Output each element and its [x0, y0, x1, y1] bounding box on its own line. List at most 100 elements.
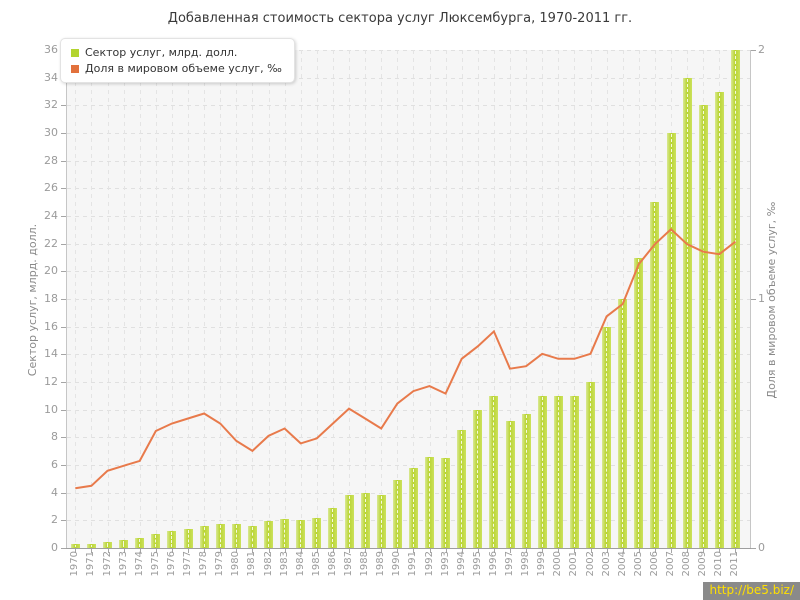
share-line[interactable] — [75, 227, 737, 490]
v-gridline — [574, 50, 576, 548]
y-left-label-12: 12 — [44, 375, 58, 388]
v-gridline — [365, 50, 367, 548]
bar-1981[interactable] — [247, 525, 257, 548]
bar-1983[interactable] — [280, 518, 290, 548]
legend-item-services[interactable]: Сектор услуг, млрд. долл. — [71, 46, 282, 59]
bar-1990[interactable] — [392, 480, 402, 548]
x-tick — [332, 549, 334, 553]
y-left-tick — [61, 548, 66, 549]
x-tick — [284, 549, 286, 553]
plot-area — [67, 50, 750, 548]
bar-2008[interactable] — [682, 77, 692, 548]
bar-2010[interactable] — [714, 91, 724, 548]
h-gridline — [67, 216, 750, 217]
x-tick — [638, 549, 640, 553]
y-left-label-0: 0 — [51, 541, 58, 554]
v-gridline — [349, 50, 350, 548]
bar-1998[interactable] — [521, 413, 531, 548]
x-tick — [316, 549, 318, 553]
bar-2000[interactable] — [553, 395, 563, 548]
h-gridline — [67, 409, 750, 411]
bar-1994[interactable] — [457, 430, 467, 548]
bar-1980[interactable] — [231, 523, 241, 548]
x-label-1980: 1980 — [230, 551, 242, 577]
x-label-1974: 1974 — [133, 551, 145, 577]
bar-1996[interactable] — [489, 395, 499, 548]
bar-1970[interactable] — [70, 543, 80, 548]
bar-series-swatch-icon — [71, 48, 79, 57]
y-right-label-2: 2 — [758, 43, 765, 56]
bar-2002[interactable] — [586, 382, 595, 548]
bar-1975[interactable] — [151, 534, 161, 548]
v-gridline — [558, 50, 560, 548]
legend-item-share[interactable]: Доля в мировом объеме услуг, ‰ — [71, 62, 282, 75]
bar-1984[interactable] — [296, 520, 306, 548]
x-tick — [171, 549, 173, 553]
x-label-1976: 1976 — [165, 551, 177, 577]
v-gridline — [268, 50, 270, 548]
bar-2007[interactable] — [666, 133, 676, 548]
x-tick — [558, 549, 560, 553]
y-left-label-30: 30 — [44, 126, 58, 139]
bar-1991[interactable] — [408, 467, 418, 548]
bar-1985[interactable] — [312, 517, 322, 548]
bar-1987[interactable] — [344, 495, 354, 548]
v-gridline — [332, 50, 334, 548]
bar-2005[interactable] — [634, 257, 644, 548]
bar-1986[interactable] — [328, 507, 338, 548]
bar-2011[interactable] — [730, 50, 740, 548]
bar-1992[interactable] — [425, 456, 434, 548]
v-gridline — [493, 50, 495, 548]
x-label-1991: 1991 — [407, 551, 419, 577]
x-tick — [526, 549, 528, 553]
watermark-link[interactable]: http://be5.biz/ — [703, 582, 800, 600]
x-tick — [590, 549, 592, 553]
v-gridline — [204, 50, 206, 548]
y-left-tick — [61, 409, 66, 411]
bar-1993[interactable] — [441, 458, 451, 548]
bar-1979[interactable] — [215, 523, 225, 548]
h-gridline — [67, 465, 750, 466]
bar-1976[interactable] — [167, 531, 177, 548]
x-label-1978: 1978 — [198, 551, 210, 577]
bar-1971[interactable] — [86, 543, 96, 548]
v-gridline — [107, 50, 109, 548]
x-label-1992: 1992 — [423, 551, 435, 577]
x-label-1981: 1981 — [246, 551, 258, 577]
bar-2001[interactable] — [569, 395, 579, 548]
y-left-label-4: 4 — [51, 485, 58, 499]
bar-1977[interactable] — [183, 529, 193, 548]
bar-2004[interactable] — [618, 299, 628, 548]
v-gridline — [413, 50, 415, 548]
bar-2003[interactable] — [602, 326, 612, 548]
y-left-tick — [61, 105, 66, 107]
x-label-2007: 2007 — [665, 551, 676, 577]
bar-1974[interactable] — [135, 538, 145, 548]
x-tick — [461, 549, 463, 553]
y-left-tick — [61, 243, 66, 245]
bar-1982[interactable] — [264, 521, 273, 548]
bar-1978[interactable] — [199, 525, 209, 548]
x-label-2005: 2005 — [632, 551, 644, 577]
x-tick — [687, 549, 689, 553]
bar-1988[interactable] — [360, 492, 370, 548]
bar-1973[interactable] — [119, 540, 129, 548]
bar-1995[interactable] — [473, 409, 483, 548]
bar-1989[interactable] — [376, 494, 386, 548]
x-label-2001: 2001 — [568, 551, 580, 577]
bar-1972[interactable] — [103, 541, 112, 548]
x-label-2000: 2000 — [552, 551, 564, 577]
y-left-tick — [61, 188, 66, 190]
v-gridline — [381, 50, 383, 548]
chart-title: Добавленная стоимость сектора услуг Люкс… — [167, 11, 633, 26]
bar-1997[interactable] — [505, 420, 515, 548]
y-left-tick — [61, 382, 66, 383]
x-tick — [477, 549, 479, 553]
bar-2006[interactable] — [650, 202, 660, 548]
v-gridline — [75, 50, 77, 548]
bar-2009[interactable] — [698, 105, 708, 548]
v-gridline — [252, 50, 254, 548]
bar-1999[interactable] — [537, 395, 547, 548]
v-gridline — [91, 50, 93, 548]
h-gridline — [67, 382, 750, 383]
